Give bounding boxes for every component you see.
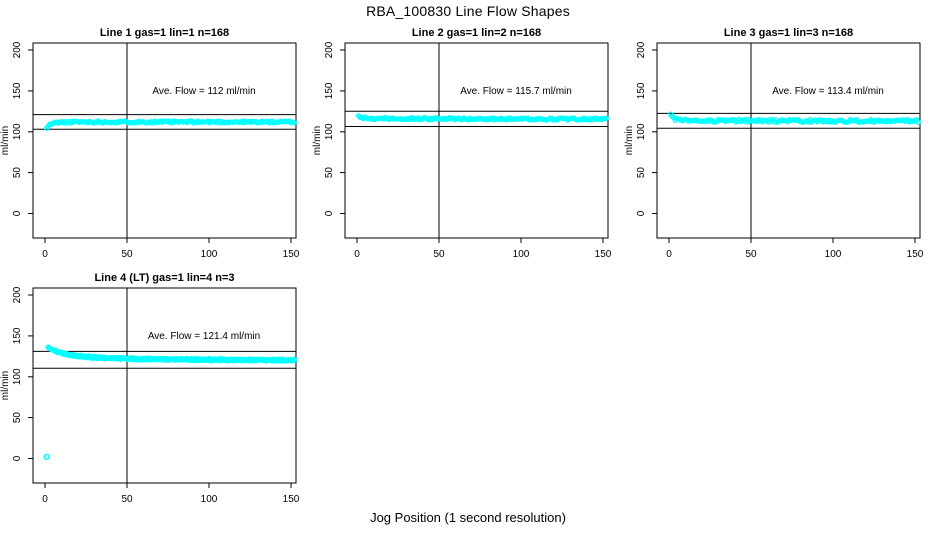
data-points bbox=[355, 113, 609, 123]
data-points bbox=[43, 118, 297, 131]
ave-flow-annotation: Ave. Flow = 112 ml/min bbox=[152, 86, 255, 97]
panel-line-3: 0 50 100 150 0 50 100 150 200 ml/min Line 3 gas=1 … bbox=[624, 20, 936, 270]
y-tick-label: 0 bbox=[636, 210, 647, 216]
panel-line-2: 0 50 100 150 0 50 100 150 200 ml/min Line 2 gas=1 … bbox=[312, 20, 624, 270]
x-tick-label: 50 bbox=[121, 249, 133, 260]
y-tick-label: 50 bbox=[12, 412, 23, 424]
y-axis-label: ml/min bbox=[312, 126, 323, 155]
plot-box bbox=[32, 287, 297, 484]
y-tick-label: 0 bbox=[324, 210, 335, 216]
y-tick-label: 50 bbox=[636, 167, 647, 179]
y-tick-label: 50 bbox=[12, 167, 23, 179]
y-tick-label: 150 bbox=[324, 82, 335, 99]
x-tick-label: 100 bbox=[513, 249, 530, 260]
panel-line-1: 0 50 100 150 0 50 100 150 200 ml/min Line 1 gas=1 … bbox=[0, 20, 312, 270]
panel-title: Line 1 gas=1 lin=1 n=168 bbox=[100, 27, 229, 39]
panel-title: Line 4 (LT) gas=1 lin=4 n=3 bbox=[94, 272, 234, 284]
y-axis-label: ml/min bbox=[0, 371, 11, 400]
y-tick-label: 100 bbox=[12, 123, 23, 140]
ave-flow-annotation: Ave. Flow = 115.7 ml/min bbox=[460, 86, 572, 97]
x-tick-label: 50 bbox=[745, 249, 757, 260]
y-tick-label: 200 bbox=[12, 286, 23, 303]
outlier-point bbox=[43, 453, 50, 461]
y-axis-label: ml/min bbox=[624, 126, 635, 155]
panel-title: Line 3 gas=1 lin=3 n=168 bbox=[724, 27, 853, 39]
data-points bbox=[43, 344, 297, 461]
y-tick-label: 0 bbox=[12, 210, 23, 216]
x-tick-label: 150 bbox=[907, 249, 924, 260]
ave-flow-annotation: Ave. Flow = 113.4 ml/min bbox=[772, 86, 884, 97]
y-tick-label: 200 bbox=[636, 41, 647, 58]
plot-box bbox=[344, 42, 609, 239]
panel-line-2-plot: 0 50 100 150 0 50 100 150 200 ml/min Line 2 gas=1 … bbox=[312, 27, 612, 260]
x-axis-label: Jog Position (1 second resolution) bbox=[370, 510, 566, 525]
x-tick-label: 150 bbox=[283, 494, 300, 505]
y-tick-label: 50 bbox=[324, 167, 335, 179]
x-tick-label: 0 bbox=[666, 249, 672, 260]
x-tick-label: 150 bbox=[283, 249, 300, 260]
y-tick-label: 200 bbox=[324, 41, 335, 58]
x-tick-label: 100 bbox=[201, 249, 218, 260]
x-tick-label: 100 bbox=[201, 494, 218, 505]
x-tick-label: 50 bbox=[121, 494, 133, 505]
y-tick-label: 100 bbox=[324, 123, 335, 140]
ave-flow-annotation: Ave. Flow = 121.4 ml/min bbox=[148, 331, 260, 342]
plot-box bbox=[656, 42, 921, 239]
plot-box bbox=[32, 42, 297, 239]
y-tick-label: 100 bbox=[636, 123, 647, 140]
x-tick-label: 50 bbox=[433, 249, 445, 260]
x-tick-label: 150 bbox=[595, 249, 612, 260]
y-tick-label: 100 bbox=[12, 368, 23, 385]
data-points bbox=[667, 111, 921, 125]
panel-line-4-plot: 0 50 100 150 0 50 100 150 200 ml/min Line 4 (LT) g… bbox=[0, 272, 300, 505]
panel-line-3-plot: 0 50 100 150 0 50 100 150 200 ml/min Line 3 gas=1 … bbox=[624, 27, 924, 260]
y-tick-label: 150 bbox=[12, 327, 23, 344]
panel-title: Line 2 gas=1 lin=2 n=168 bbox=[412, 27, 541, 39]
x-tick-label: 0 bbox=[42, 249, 48, 260]
x-tick-label: 100 bbox=[825, 249, 842, 260]
panel-line-4: 0 50 100 150 0 50 100 150 200 ml/min Line 4 (LT) g… bbox=[0, 265, 312, 515]
y-tick-label: 150 bbox=[12, 82, 23, 99]
x-tick-label: 0 bbox=[42, 494, 48, 505]
panel-line-1-plot: 0 50 100 150 0 50 100 150 200 ml/min Line 1 gas=1 … bbox=[0, 27, 300, 260]
y-tick-label: 150 bbox=[636, 82, 647, 99]
y-axis-label: ml/min bbox=[0, 126, 11, 155]
figure-title: RBA_100830 Line Flow Shapes bbox=[366, 3, 570, 19]
x-tick-label: 0 bbox=[354, 249, 360, 260]
y-tick-label: 200 bbox=[12, 41, 23, 58]
y-tick-label: 0 bbox=[12, 455, 23, 461]
